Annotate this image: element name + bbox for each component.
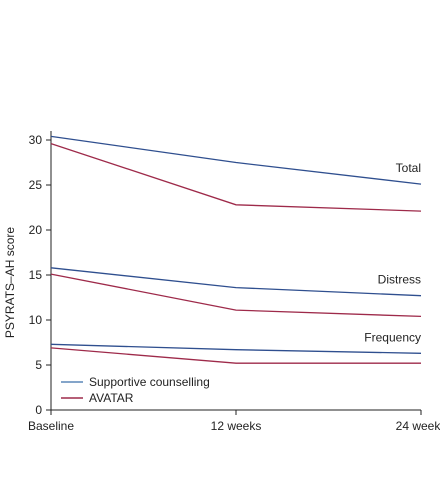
- y-tick-label: 30: [29, 133, 43, 147]
- series-line-total-supportive: [50, 135, 422, 185]
- series-layer: [50, 135, 422, 364]
- group-label-frequency: Frequency: [364, 330, 421, 344]
- axes: 0 5 10 15 20 25 30 Baseline 12 weeks 24 weeks PSYR…: [3, 131, 440, 433]
- y-tick-label: 20: [29, 223, 43, 237]
- legend-label: Supportive counselling: [89, 375, 210, 389]
- group-label-distress: Distress: [378, 273, 421, 287]
- y-tick-label: 15: [29, 268, 43, 282]
- series-line-frequency-avatar: [50, 347, 421, 364]
- y-tick-label: 5: [35, 358, 42, 372]
- x-tick-label: 12 weeks: [211, 419, 262, 433]
- series-line-distress-supportive: [50, 267, 422, 297]
- y-axis-title: PSYRATS–AH score: [3, 227, 17, 338]
- x-tick-label: 24 weeks: [396, 419, 440, 433]
- group-label-total: Total: [396, 161, 421, 175]
- x-tick-label: Baseline: [28, 419, 74, 433]
- legend: Supportive counselling AVATAR: [61, 375, 210, 405]
- series-line-total-avatar: [50, 142, 422, 212]
- series-line-distress-avatar: [50, 273, 422, 318]
- y-tick-label: 25: [29, 178, 43, 192]
- y-tick-label: 0: [35, 403, 42, 417]
- legend-label: AVATAR: [89, 391, 134, 405]
- labels-layer: Total Distress Frequency: [364, 161, 421, 344]
- series-line-frequency-supportive: [50, 343, 422, 354]
- y-tick-label: 10: [29, 313, 43, 327]
